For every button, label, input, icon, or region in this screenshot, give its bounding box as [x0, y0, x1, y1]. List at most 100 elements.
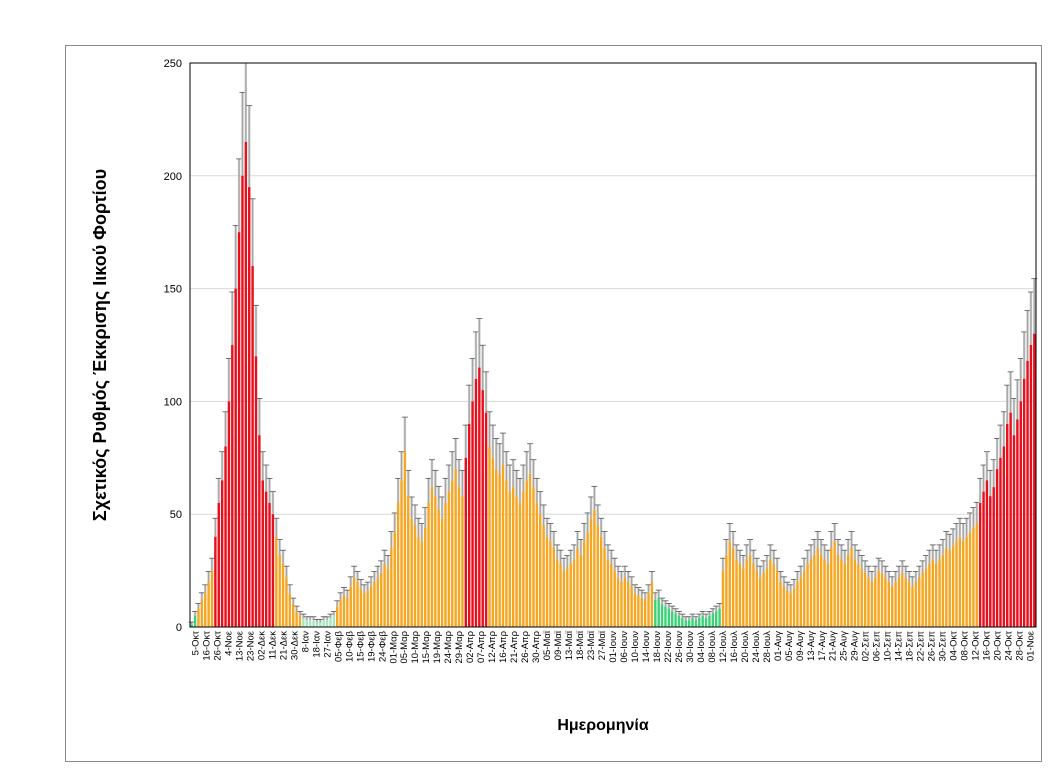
- x-tick-label: 11-Δεκ: [267, 631, 278, 660]
- x-tick-label: 21-Απρ: [509, 630, 520, 663]
- bar: [823, 559, 826, 627]
- bar: [671, 611, 674, 627]
- bar: [989, 496, 992, 627]
- bar: [1026, 360, 1029, 627]
- bar: [948, 550, 951, 627]
- bar: [501, 464, 505, 627]
- x-tick-label: 26-Σεπ: [927, 631, 938, 662]
- bar: [830, 548, 833, 627]
- x-tick-label: 12-Ιουλ: [718, 631, 729, 663]
- bar: [633, 593, 637, 627]
- x-tick-label: 24-Ιουλ: [751, 631, 762, 663]
- bar: [924, 568, 928, 627]
- bar: [248, 187, 251, 627]
- x-tick-label: 26-Ιουν: [674, 631, 685, 663]
- bar: [234, 288, 237, 627]
- bar: [322, 620, 325, 627]
- bar: [562, 570, 566, 627]
- bar: [603, 548, 606, 627]
- x-tick-label: 28-Οκτ: [1015, 631, 1026, 661]
- bar: [654, 599, 657, 627]
- bar: [190, 624, 193, 627]
- bar: [985, 480, 989, 627]
- bar: [806, 563, 809, 627]
- bar: [1019, 401, 1022, 627]
- bar: [559, 563, 562, 627]
- bar: [975, 523, 978, 627]
- bar: [437, 509, 440, 627]
- x-tick-label: 05-Μαϊ: [542, 630, 553, 660]
- bar: [758, 577, 762, 627]
- bar: [522, 491, 525, 627]
- bar: [850, 548, 853, 627]
- x-tick-label: 16-Οκτ: [201, 631, 212, 661]
- bar: [775, 570, 779, 627]
- bar: [907, 581, 911, 627]
- x-tick-label: 01-Μαρ: [388, 630, 399, 663]
- bar: [819, 554, 823, 627]
- bar: [356, 581, 359, 627]
- bar: [799, 577, 803, 627]
- bar: [897, 577, 901, 627]
- bar: [965, 536, 968, 627]
- bar: [786, 590, 789, 627]
- bar: [393, 532, 396, 627]
- bar: [576, 548, 579, 627]
- bar: [809, 559, 813, 627]
- bar: [363, 593, 366, 627]
- x-tick-label: 12-Απρ: [487, 630, 498, 663]
- bar: [657, 597, 660, 627]
- bar: [589, 518, 593, 627]
- bar: [210, 570, 214, 627]
- x-tick-label: 15-Φεβ: [355, 630, 366, 662]
- bar: [1022, 378, 1026, 627]
- y-tick-label: 200: [164, 171, 182, 183]
- x-tick-label: 28-Ιουλ: [762, 631, 773, 663]
- bar: [846, 554, 850, 627]
- bar: [390, 548, 393, 627]
- bar: [207, 581, 210, 627]
- x-tick-label: 05-Μαρ: [399, 630, 410, 663]
- bar: [593, 509, 596, 627]
- bar: [867, 577, 870, 627]
- bar: [995, 469, 999, 627]
- bar: [840, 559, 843, 627]
- bar: [836, 554, 840, 627]
- bar: [579, 554, 583, 627]
- bar: [417, 536, 420, 627]
- bar: [728, 541, 731, 627]
- bar: [667, 608, 671, 627]
- x-tick-label: 20-Οκτ: [993, 631, 1004, 661]
- x-tick-label: 13-Αυγ: [806, 631, 817, 661]
- bar: [440, 518, 444, 627]
- bar: [762, 572, 765, 627]
- bar: [434, 496, 437, 627]
- bar: [281, 563, 285, 627]
- bar: [681, 617, 684, 627]
- bar: [962, 541, 965, 627]
- x-tick-label: 01-Νοε: [1026, 630, 1037, 661]
- bar: [796, 581, 799, 627]
- bar: [288, 593, 292, 627]
- bar: [413, 525, 417, 627]
- bar: [901, 572, 904, 627]
- x-axis-ticks: 5-Οκτ 16-Οκτ 26-Οκτ 4-Νοε 13-Νοε 23-Νοε 02-Δεκ…: [190, 630, 1036, 663]
- bar: [484, 412, 488, 627]
- x-tick-label: 24-Μαρ: [443, 630, 454, 663]
- bar: [373, 581, 376, 627]
- x-tick-label: 07-Απρ: [476, 630, 487, 663]
- y-tick-label: 50: [170, 509, 182, 521]
- bar: [650, 581, 654, 627]
- bar: [982, 491, 985, 627]
- bar: [1009, 412, 1012, 627]
- bar: [396, 502, 400, 627]
- x-tick-label: 21-Αυγ: [828, 631, 839, 661]
- bar: [430, 487, 434, 627]
- bar: [714, 611, 718, 627]
- bar: [853, 559, 857, 627]
- bar: [339, 599, 342, 627]
- bar: [874, 577, 877, 627]
- bar: [386, 568, 390, 627]
- bar: [755, 570, 759, 627]
- bar: [769, 559, 772, 627]
